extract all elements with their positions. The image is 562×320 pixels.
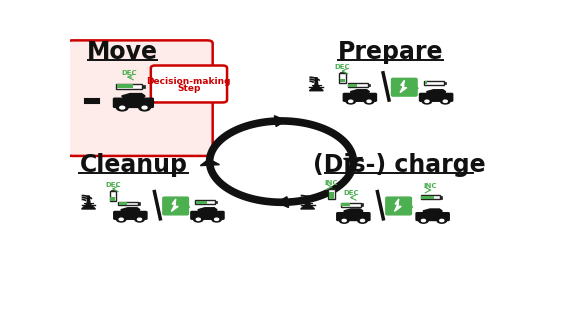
Bar — [348, 84, 357, 87]
Bar — [119, 202, 127, 205]
Polygon shape — [277, 197, 289, 207]
Circle shape — [142, 106, 147, 109]
FancyBboxPatch shape — [343, 93, 377, 101]
Text: Move: Move — [87, 40, 158, 64]
Bar — [329, 188, 334, 189]
Bar — [196, 201, 207, 204]
Circle shape — [437, 218, 447, 223]
Bar — [361, 204, 363, 206]
Circle shape — [339, 218, 349, 223]
Polygon shape — [350, 90, 369, 94]
Circle shape — [358, 218, 368, 223]
Bar — [368, 84, 370, 86]
Circle shape — [346, 99, 356, 104]
Bar — [215, 201, 217, 204]
Polygon shape — [171, 199, 178, 212]
Circle shape — [348, 100, 353, 102]
FancyBboxPatch shape — [392, 78, 417, 96]
FancyBboxPatch shape — [163, 197, 188, 215]
Circle shape — [212, 217, 221, 222]
Text: DEC: DEC — [343, 190, 359, 196]
Bar — [341, 72, 345, 73]
Polygon shape — [198, 208, 217, 212]
Text: Prepare: Prepare — [338, 40, 443, 64]
Circle shape — [138, 218, 142, 220]
Bar — [110, 191, 116, 201]
Circle shape — [422, 99, 432, 104]
Text: Cleanup: Cleanup — [79, 153, 187, 177]
Circle shape — [135, 217, 144, 222]
Circle shape — [342, 220, 346, 222]
Bar — [111, 197, 115, 201]
Polygon shape — [310, 78, 323, 91]
FancyBboxPatch shape — [67, 40, 212, 156]
Bar — [341, 203, 361, 207]
Text: DEC: DEC — [121, 70, 137, 76]
Polygon shape — [427, 90, 446, 94]
Circle shape — [196, 218, 200, 220]
Polygon shape — [343, 157, 362, 164]
Bar — [424, 81, 444, 84]
Bar — [111, 190, 115, 191]
Polygon shape — [400, 80, 407, 92]
FancyBboxPatch shape — [151, 66, 227, 102]
Polygon shape — [122, 93, 145, 99]
Bar — [440, 196, 442, 198]
Text: DEC: DEC — [334, 64, 350, 70]
Polygon shape — [423, 209, 442, 213]
Circle shape — [367, 100, 371, 102]
Circle shape — [419, 218, 428, 223]
Polygon shape — [395, 199, 401, 212]
Circle shape — [360, 220, 365, 222]
Bar — [329, 192, 334, 199]
FancyBboxPatch shape — [337, 213, 370, 220]
Bar — [142, 85, 145, 88]
Circle shape — [116, 217, 126, 222]
FancyBboxPatch shape — [191, 212, 224, 219]
Polygon shape — [274, 116, 286, 126]
Circle shape — [443, 100, 447, 102]
Bar — [116, 84, 142, 89]
Text: Decision-making: Decision-making — [147, 77, 231, 86]
Circle shape — [422, 220, 425, 222]
Circle shape — [139, 104, 151, 111]
Bar — [341, 203, 350, 206]
Bar — [340, 79, 345, 82]
Circle shape — [215, 218, 219, 220]
Text: Step: Step — [177, 84, 201, 93]
Bar — [425, 81, 427, 84]
Text: INC: INC — [325, 180, 338, 186]
Text: DEC: DEC — [105, 182, 121, 188]
FancyBboxPatch shape — [419, 93, 453, 101]
Circle shape — [364, 99, 374, 104]
FancyBboxPatch shape — [114, 212, 147, 219]
Circle shape — [193, 217, 203, 222]
Bar — [422, 196, 434, 199]
Polygon shape — [121, 208, 140, 212]
Polygon shape — [344, 209, 363, 213]
Bar — [347, 83, 368, 87]
Bar — [117, 84, 133, 88]
Circle shape — [425, 100, 429, 102]
FancyBboxPatch shape — [114, 98, 153, 108]
Polygon shape — [301, 196, 315, 209]
Bar — [138, 202, 140, 205]
Circle shape — [119, 218, 123, 220]
Polygon shape — [81, 196, 96, 209]
FancyBboxPatch shape — [416, 213, 449, 220]
Text: (Dis-) charge: (Dis-) charge — [313, 153, 486, 177]
Bar — [196, 200, 215, 204]
Circle shape — [120, 106, 125, 109]
Circle shape — [441, 99, 450, 104]
Circle shape — [116, 104, 128, 111]
Circle shape — [439, 220, 444, 222]
Bar — [118, 202, 138, 205]
Polygon shape — [201, 159, 219, 166]
Bar — [339, 73, 346, 83]
FancyBboxPatch shape — [386, 197, 411, 215]
Bar — [444, 82, 446, 84]
Bar — [328, 189, 335, 199]
Text: INC: INC — [424, 183, 437, 189]
Bar — [420, 196, 440, 199]
